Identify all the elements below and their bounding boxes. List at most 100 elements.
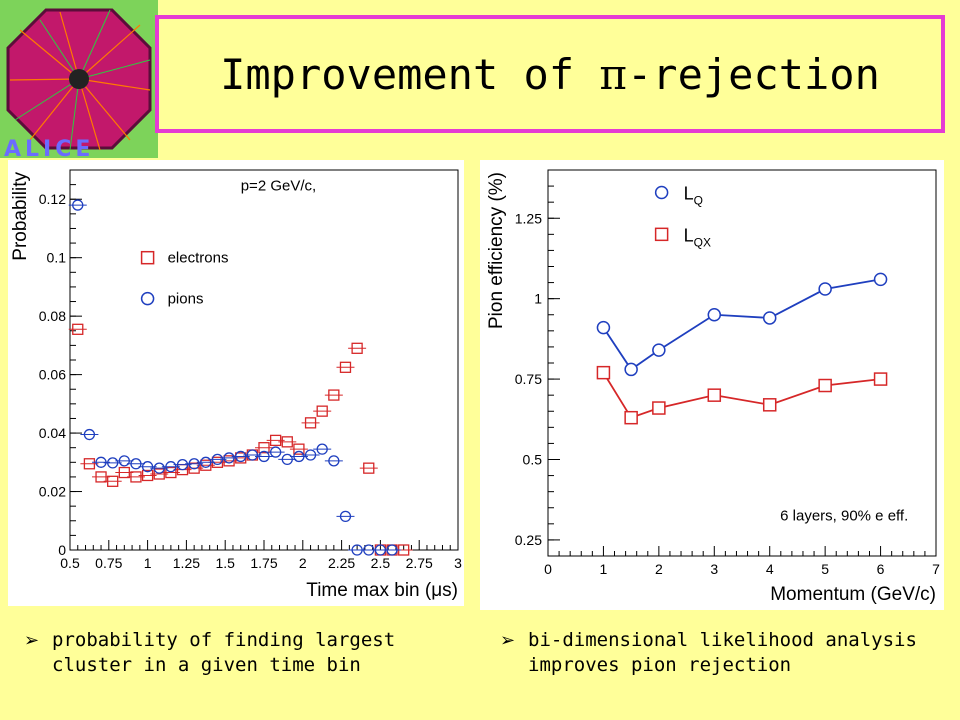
y-axis-label: Probability [10,172,31,261]
page-title: Improvement of π-rejection [220,49,880,99]
electron-point [118,466,130,479]
bullet-right: ➢ bi-dimensional likelihood analysis imp… [500,628,950,688]
lqx-point [762,398,777,412]
y-tick-label: 1.25 [515,210,542,226]
y-tick-label: 0.75 [515,371,542,387]
legend-label-lqx: LQX [684,225,711,249]
y-tick-label: 1 [534,291,542,307]
pion-point [130,458,142,470]
legend-subscript: Q [694,194,703,208]
plot-frame [69,169,459,551]
legend-marker-lqx [654,227,669,242]
electron-point [304,417,317,429]
electron-point [269,434,282,447]
y-tick-label: 0.1 [47,250,67,266]
x-tick-label: 2.25 [328,555,355,571]
pion-point [107,457,119,469]
pion-point [188,458,200,470]
pion-point [339,510,352,523]
electron-point [83,458,96,470]
lq-point [596,320,611,335]
y-tick-label: 0.04 [39,425,66,441]
lq-point [707,308,722,322]
electron-point [141,469,154,482]
y-axis-label: Pion efficiency (%) [486,172,507,329]
lq-point [624,362,638,377]
legend-label-lq: LQ [684,184,703,208]
pion-point [72,199,84,211]
plot-frame [547,169,937,557]
bullet-arrow-icon: ➢ [24,630,40,651]
lq-point [818,282,832,296]
x-tick-label: 2 [655,561,663,577]
pi-symbol: π [599,49,628,99]
y-tick-label: 0.25 [515,532,542,548]
legend-label-pions: pions [168,291,204,308]
electron-point [351,342,363,354]
probability-chart: 0.5 0.75 1 1.25 1.5 1.75 2 2.25 2.5 2.75 3 0 0.02 0.0… [10,169,462,601]
electron-point [339,361,352,373]
pion-point [223,452,235,464]
electron-point [363,462,375,474]
y-tick-label: 0.12 [39,191,66,207]
x-tick-label: 0.75 [95,555,122,571]
electron-point [165,466,177,479]
electron-point [130,471,142,483]
pion-point [95,456,107,468]
electron-point [107,475,119,487]
lq-point [762,311,777,325]
pion-point [176,458,189,471]
pion-point [83,428,96,441]
logo-text: ALICE [4,137,94,158]
lq-point [873,272,888,287]
pion-point [304,449,317,461]
electron-point [258,442,270,454]
pion-point [258,450,270,463]
x-axis-label: Momentum (GeV/c) [770,584,936,605]
pion-point [281,453,293,466]
y-tick-label: 0.02 [39,484,66,500]
x-tick-label: 0 [544,561,552,577]
legend-marker-electrons [140,250,155,265]
x-tick-label: 1 [600,561,608,577]
x-tick-label: 1.5 [215,555,235,571]
pion-point [141,461,154,473]
pion-point [293,450,305,463]
electron-point [153,468,165,480]
y-tick-label: 0.06 [39,367,66,383]
electron-point [200,459,212,471]
left-chart-panel: 0.5 0.75 1 1.25 1.5 1.75 2 2.25 2.5 2.75 3 0 0.02 0.0… [8,160,464,606]
pion-point [386,544,398,556]
alice-logo: ALICE [0,0,158,162]
y-tick-label: 0.08 [39,308,66,324]
pion-point [328,455,340,467]
electron-point [281,436,293,448]
legend-marker-lq [654,185,669,200]
electron-point [293,443,305,455]
electron-point [328,389,340,401]
pion-point [211,453,224,466]
x-tick-label: 0.5 [60,555,80,571]
x-tick-label: 2.75 [406,555,433,571]
electron-point [223,455,235,467]
pion-point [165,461,177,473]
pion-point [246,449,259,461]
lqx-point [624,410,638,425]
lq-point [652,343,666,357]
title-box: Improvement of π-rejection [155,15,945,133]
bullet-right-text: bi-dimensional likelihood analysis impro… [528,629,917,676]
lqx-point [596,365,611,380]
pion-point [316,443,328,455]
bullet-left: ➢ probability of finding largest cluster… [24,628,464,688]
x-tick-label: 3 [710,561,718,577]
electron-point [95,471,107,483]
x-tick-label: 1 [144,555,152,571]
lqx-series-line [602,372,881,419]
chart-annotation: p=2 GeV/c, [241,177,316,194]
electron-point [316,405,328,417]
pion-point [118,455,130,467]
bullet-left-text: probability of finding largest cluster i… [52,629,396,676]
x-tick-label: 6 [877,561,885,577]
y-tick-label: 0 [58,542,66,558]
y-tick-label: 0.5 [523,452,543,468]
